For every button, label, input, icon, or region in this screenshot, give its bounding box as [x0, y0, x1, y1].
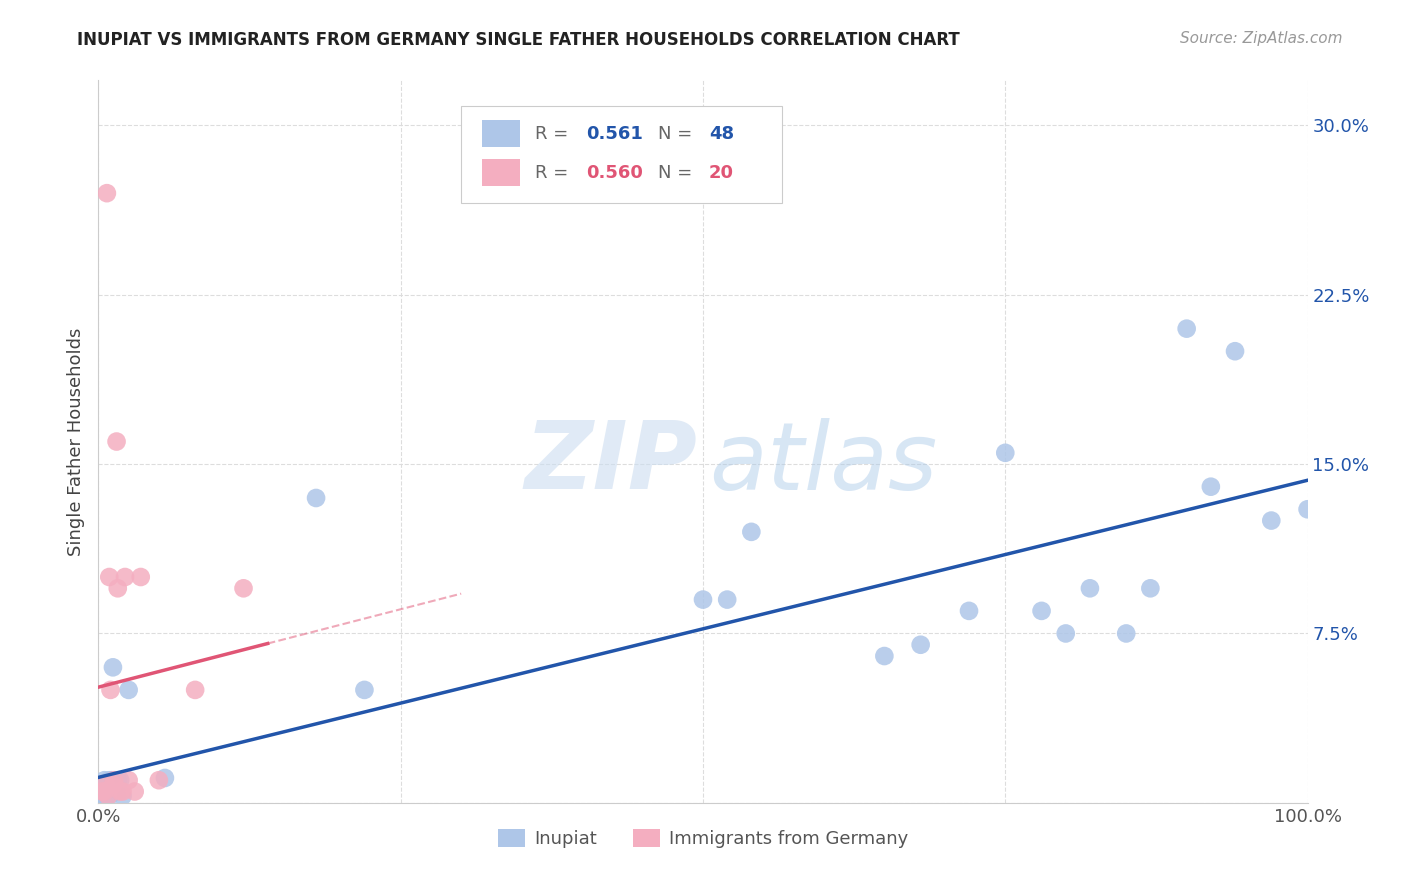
Point [148, 773, 170, 788]
Point [111, 789, 134, 803]
Point [96, 186, 118, 201]
Point [103, 773, 125, 788]
Point [96, 784, 118, 798]
Point [957, 604, 980, 618]
Point [94, 784, 117, 798]
Text: ZIP: ZIP [524, 417, 697, 509]
Point [105, 434, 128, 449]
Text: 0.561: 0.561 [586, 125, 643, 143]
Point [716, 592, 738, 607]
Point [232, 582, 254, 596]
Point [153, 771, 176, 785]
FancyBboxPatch shape [461, 105, 782, 203]
Point [94, 778, 117, 792]
Point [1078, 582, 1101, 596]
Point [103, 784, 125, 798]
Point [107, 773, 129, 788]
Point [100, 784, 122, 798]
Point [96, 789, 118, 803]
Point [96, 780, 118, 794]
Text: 48: 48 [709, 125, 734, 143]
Text: Source: ZipAtlas.com: Source: ZipAtlas.com [1180, 31, 1343, 46]
Text: N =: N = [658, 164, 699, 182]
Point [93, 773, 115, 788]
Point [93, 780, 115, 794]
Point [1296, 502, 1319, 516]
Point [90, 784, 112, 798]
Point [1139, 582, 1161, 596]
Point [105, 778, 128, 792]
Point [740, 524, 762, 539]
Point [93, 784, 115, 798]
Point [101, 660, 124, 674]
Text: 20: 20 [709, 164, 734, 182]
Point [97, 784, 120, 798]
Point [94, 778, 117, 792]
Text: R =: R = [534, 125, 574, 143]
Point [118, 682, 141, 697]
Text: INUPIAT VS IMMIGRANTS FROM GERMANY SINGLE FATHER HOUSEHOLDS CORRELATION CHART: INUPIAT VS IMMIGRANTS FROM GERMANY SINGL… [77, 31, 960, 49]
Y-axis label: Single Father Households: Single Father Households [66, 327, 84, 556]
Bar [482, 120, 520, 147]
Text: atlas: atlas [709, 417, 938, 508]
Text: N =: N = [658, 125, 699, 143]
Point [100, 773, 122, 788]
Point [91, 789, 114, 803]
Point [1223, 344, 1246, 359]
Point [100, 778, 122, 792]
Point [91, 784, 114, 798]
Point [108, 773, 131, 788]
Point [104, 784, 127, 798]
Text: 0.560: 0.560 [586, 164, 643, 182]
Point [1115, 626, 1137, 640]
Point [873, 648, 896, 663]
Point [129, 570, 152, 584]
Point [98, 773, 121, 788]
Point [118, 773, 141, 788]
Point [100, 682, 122, 697]
Point [114, 570, 136, 584]
Point [124, 784, 146, 798]
Point [1031, 604, 1053, 618]
Point [108, 784, 131, 798]
Text: R =: R = [534, 164, 574, 182]
Point [97, 778, 120, 792]
Point [1199, 480, 1222, 494]
Point [101, 778, 124, 792]
Point [91, 789, 114, 803]
Point [305, 491, 328, 505]
Point [98, 789, 121, 803]
Point [184, 682, 207, 697]
Point [1175, 321, 1198, 335]
Legend: Inupiat, Immigrants from Germany: Inupiat, Immigrants from Germany [491, 822, 915, 855]
Point [107, 582, 129, 596]
Point [91, 784, 114, 798]
Point [93, 789, 115, 803]
Point [91, 778, 114, 792]
Point [353, 682, 375, 697]
Point [97, 789, 120, 803]
Point [1260, 514, 1282, 528]
Point [111, 784, 134, 798]
Point [994, 446, 1017, 460]
Bar [482, 159, 520, 186]
Point [692, 592, 714, 607]
Point [1054, 626, 1077, 640]
Point [98, 570, 121, 584]
Point [910, 638, 932, 652]
